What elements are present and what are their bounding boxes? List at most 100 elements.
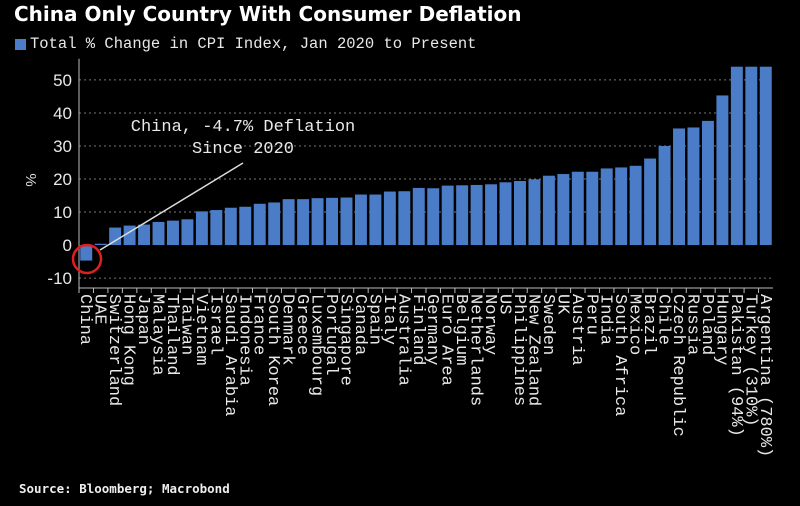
x-tick-label: Malaysia: [148, 294, 167, 376]
x-tick-label: Spain: [364, 294, 383, 345]
annotation-line1: China, -4.7% Deflation: [131, 118, 355, 137]
bar: [687, 127, 700, 246]
x-tick-label: Norway: [480, 294, 499, 355]
gridlines: [79, 79, 773, 279]
x-tick-label: UK: [552, 294, 571, 315]
x-tick-label: South Africa: [610, 294, 629, 416]
x-tick-label: Greece: [292, 294, 311, 355]
bar: [282, 199, 295, 246]
x-tick-label: Italy: [379, 294, 398, 345]
bar: [340, 197, 353, 246]
x-tick-label: Saudi Arabia: [220, 294, 239, 416]
y-tick-label: 0: [63, 236, 72, 255]
bar: [557, 174, 570, 246]
bar: [644, 158, 657, 246]
x-tick-label: Vietnam: [191, 294, 210, 365]
bar: [369, 194, 382, 246]
x-tick-label: Euro Area: [437, 294, 456, 386]
bar: [311, 198, 324, 246]
y-tick-label: 20: [53, 170, 72, 189]
annotation-line2: Since 2020: [192, 140, 294, 159]
x-tick-label: Netherlands: [466, 294, 485, 406]
bar: [615, 167, 628, 246]
bar: [354, 194, 367, 246]
x-tick-label: Germany: [422, 294, 441, 365]
y-axis-label: %: [22, 173, 39, 186]
annotation-leader-line: [99, 162, 244, 251]
x-tick-label: China: [75, 294, 94, 345]
bar: [759, 66, 772, 246]
x-tick-label: France: [249, 294, 268, 355]
x-tick-label: US: [495, 294, 514, 314]
bar: [195, 211, 208, 246]
x-tick-label: South Korea: [263, 294, 282, 406]
bar: [210, 210, 223, 246]
bar: [499, 182, 512, 246]
bar: [470, 184, 483, 246]
bar: [297, 199, 310, 246]
x-tick-label: Belgium: [451, 294, 470, 365]
x-tick-label: Singapore: [335, 294, 354, 386]
x-tick-label: Turkey (310%): [740, 294, 759, 427]
bar: [94, 243, 107, 246]
highlight-circle: [71, 243, 103, 275]
x-tick-label: Philippines: [509, 294, 528, 406]
x-tick-label: Pakistan (94%): [726, 294, 745, 437]
bar: [239, 206, 252, 246]
x-tick-label: Finland: [408, 294, 427, 365]
bar: [542, 175, 555, 246]
bar: [181, 219, 194, 246]
legend-swatch: [15, 38, 26, 50]
bar: [571, 171, 584, 246]
x-tick-label: Switzerland: [104, 294, 123, 406]
x-tick-label: Brazil: [639, 294, 658, 355]
chart-title: China Only Country With Consumer Deflati…: [14, 2, 522, 26]
x-tick-label: Austria: [567, 294, 586, 365]
axes: [78, 58, 773, 293]
x-tick-label: Argentina (780%): [755, 294, 774, 457]
x-tick-label: Indonesia: [234, 294, 253, 386]
x-tick-label: Czech Republic: [668, 294, 687, 437]
x-tick-label: Hong Kong: [119, 294, 138, 386]
x-tick-label: Australia: [393, 294, 412, 386]
x-tick-label: Denmark: [278, 294, 297, 365]
bar: [383, 191, 396, 246]
y-axis-ticks: -10 0 10 20 30 40 50: [47, 71, 72, 288]
x-tick-label: UAE: [90, 294, 109, 325]
x-tick-label: Mexico: [625, 294, 644, 355]
x-tick-label: New Zealand: [523, 294, 542, 406]
bar: [485, 184, 498, 246]
bar: [109, 227, 122, 246]
x-tick-label: Japan: [133, 294, 152, 345]
bar: [326, 197, 338, 246]
y-tick-label: 10: [53, 203, 72, 222]
bar: [716, 95, 729, 246]
x-tick-label: Poland: [697, 294, 716, 355]
bar: [123, 225, 136, 246]
bar: [268, 202, 281, 246]
bar: [514, 180, 526, 246]
bar: [701, 120, 714, 246]
source-note: Source: Bloomberg; Macrobond: [19, 481, 230, 496]
bar: [167, 220, 179, 246]
bar: [528, 179, 541, 246]
y-tick-label: 50: [53, 71, 72, 90]
bar: [586, 171, 599, 246]
bar: [152, 221, 165, 246]
bars: [80, 66, 772, 261]
bar: [253, 203, 266, 246]
x-tick-label: Canada: [350, 294, 369, 355]
x-tick-label: Israel: [205, 294, 224, 355]
y-tick-label: 30: [53, 137, 72, 156]
x-tick-label: Peru: [581, 294, 600, 335]
bar: [427, 188, 440, 246]
x-tick-label: Portugal: [321, 294, 340, 376]
x-tick-label: Sweden: [538, 294, 557, 355]
x-tick-label: Russia: [682, 294, 701, 355]
x-tick-label: Chile: [654, 294, 673, 345]
x-tick-label: Hungary: [711, 294, 730, 365]
bar: [745, 66, 758, 246]
y-tick-label: 40: [53, 104, 72, 123]
